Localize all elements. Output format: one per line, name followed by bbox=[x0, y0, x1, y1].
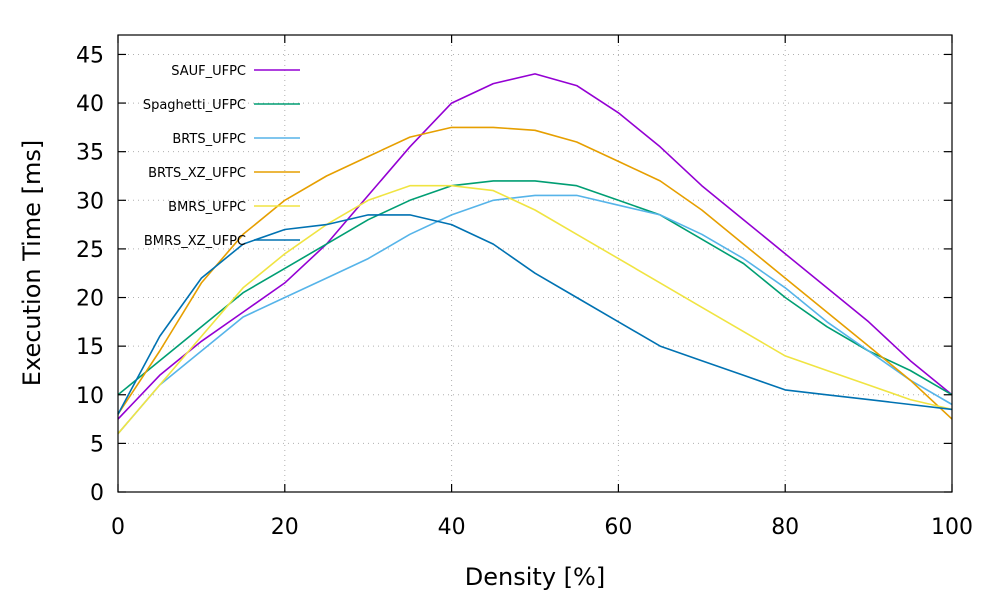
legend: SAUF_UFPC Spaghetti_UFPC BRTS_UFPC BRTS_XZ_… bbox=[143, 64, 300, 249]
series-line-bmrs-ufpc bbox=[117, 184, 953, 435]
legend-label: Spaghetti_UFPC bbox=[143, 98, 246, 113]
y-tick-label: 10 bbox=[76, 384, 104, 409]
y-tick-label: 45 bbox=[76, 43, 104, 68]
y-tick-label: 40 bbox=[76, 92, 104, 117]
series-line-brts-xz-ufpc bbox=[117, 126, 953, 420]
y-tick-label: 35 bbox=[76, 141, 104, 166]
legend-label: BRTS_UFPC bbox=[172, 132, 246, 147]
legend-label: BMRS_UFPC bbox=[168, 200, 246, 215]
x-axis-title: Density [%] bbox=[465, 563, 605, 591]
series-line-spaghetti-ufpc bbox=[117, 180, 953, 396]
legend-label: BMRS_XZ_UFPC bbox=[144, 234, 246, 249]
legend-label: SAUF_UFPC bbox=[171, 64, 246, 79]
x-tick-label: 60 bbox=[604, 515, 632, 540]
plot-frame bbox=[117, 34, 953, 493]
x-tick-label: 0 bbox=[111, 515, 125, 540]
x-tick-label: 20 bbox=[271, 515, 299, 540]
y-tick-label: 20 bbox=[76, 287, 104, 312]
grid bbox=[118, 35, 952, 492]
y-tick-label: 25 bbox=[76, 238, 104, 263]
x-tick-label: 40 bbox=[438, 515, 466, 540]
y-tick-label: 5 bbox=[90, 432, 104, 457]
y-tick-label: 15 bbox=[76, 335, 104, 360]
legend-label: BRTS_XZ_UFPC bbox=[148, 166, 246, 181]
series-line-sauf-ufpc bbox=[117, 73, 953, 420]
x-tick-label: 100 bbox=[931, 515, 973, 540]
x-tick-label: 80 bbox=[771, 515, 799, 540]
y-axis-title: Execution Time [ms] bbox=[18, 140, 46, 386]
series-line-brts-ufpc bbox=[117, 194, 953, 435]
series-lines bbox=[117, 73, 953, 435]
y-tick-label: 0 bbox=[90, 481, 104, 506]
y-tick-label: 30 bbox=[76, 189, 104, 214]
axis-ticks: 0 20 40 60 80 100 0 5 10 15 20 25 30 35 40 45 bbox=[76, 35, 973, 540]
